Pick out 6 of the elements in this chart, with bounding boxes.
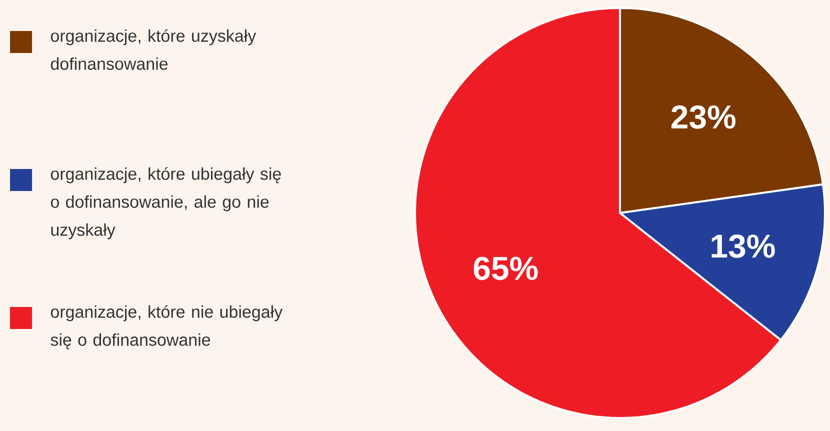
legend-label: organizacje, które nie ubiegały się o dofinansowanie <box>50 305 283 350</box>
data-label: 23% <box>671 105 736 129</box>
data-label: 13% <box>712 234 775 258</box>
legend-label: organizacje, które ubiegały się o dofinansowanie, ale go nie uzyskały <box>50 167 281 240</box>
data-label: 65% <box>474 256 538 280</box>
legend-label: organizacje, które uzyskały dofinansowanie <box>50 29 256 70</box>
